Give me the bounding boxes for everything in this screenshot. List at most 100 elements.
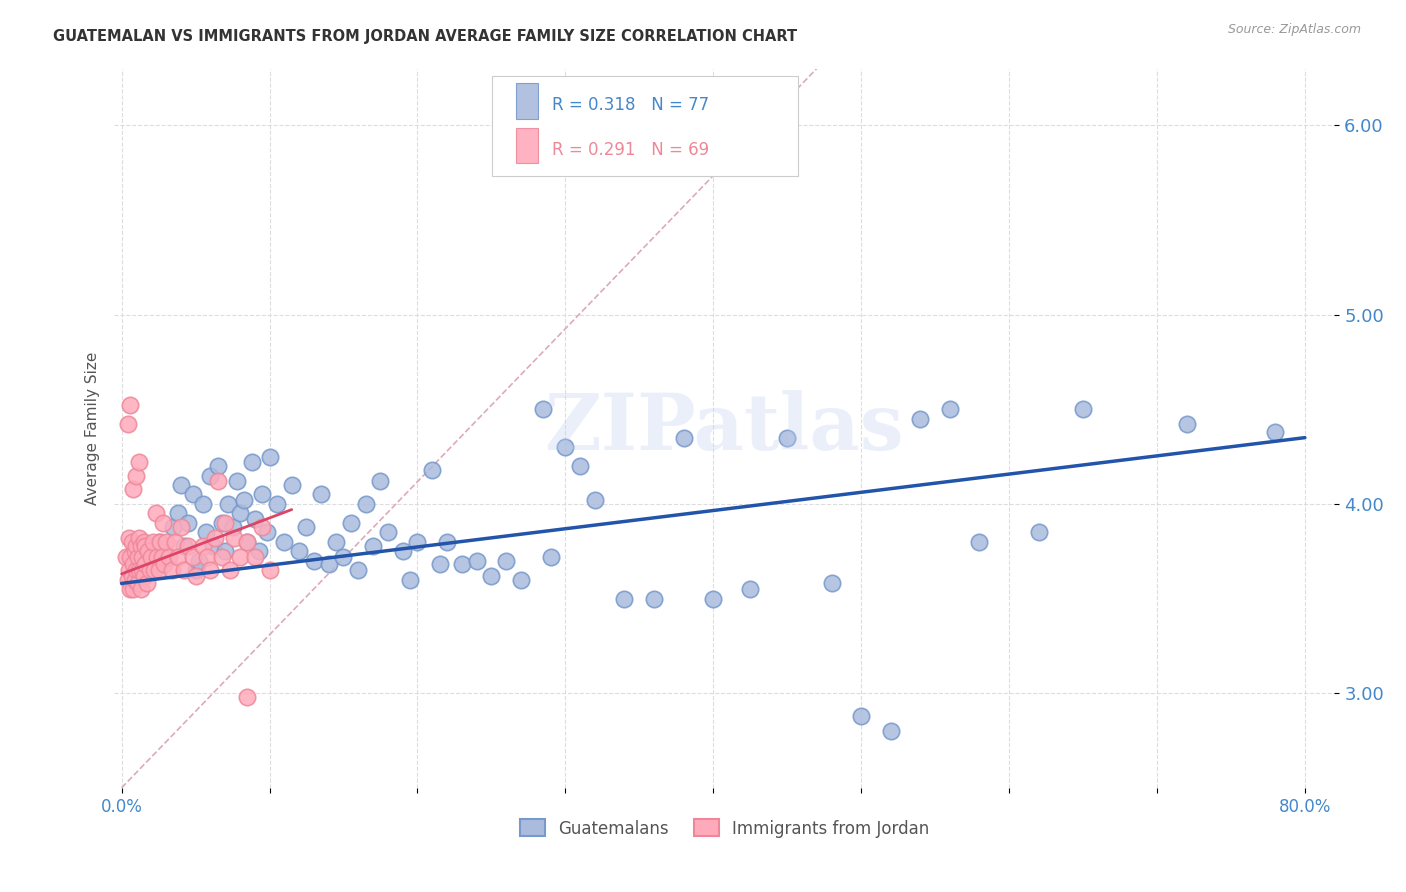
- Point: [1175, 417, 1198, 432]
- Point: [259, 450, 281, 464]
- Point: [256, 525, 278, 540]
- Y-axis label: Average Family Size: Average Family Size: [86, 351, 100, 505]
- Point: [120, 549, 142, 564]
- Point: [155, 534, 177, 549]
- Point: [325, 534, 347, 549]
- Point: [157, 549, 180, 564]
- Point: [243, 512, 266, 526]
- Point: [420, 463, 443, 477]
- Point: [148, 534, 170, 549]
- Point: [166, 507, 188, 521]
- Point: [122, 582, 145, 596]
- Point: [295, 519, 318, 533]
- Point: [259, 563, 281, 577]
- Point: [613, 591, 636, 606]
- Point: [131, 563, 153, 577]
- Point: [149, 534, 172, 549]
- Point: [173, 539, 195, 553]
- Point: [121, 534, 143, 549]
- Point: [266, 497, 288, 511]
- Point: [132, 534, 155, 549]
- Point: [184, 563, 207, 577]
- Point: [122, 482, 145, 496]
- Point: [479, 569, 502, 583]
- Point: [969, 534, 991, 549]
- Point: [181, 549, 204, 564]
- Point: [127, 576, 149, 591]
- Point: [399, 573, 422, 587]
- Point: [302, 554, 325, 568]
- Point: [406, 534, 429, 549]
- Point: [150, 549, 173, 564]
- Point: [124, 544, 146, 558]
- Point: [776, 431, 799, 445]
- Point: [166, 549, 188, 564]
- Point: [569, 458, 592, 473]
- Point: [153, 558, 176, 572]
- Point: [450, 558, 472, 572]
- Point: [233, 493, 256, 508]
- Point: [122, 558, 145, 572]
- FancyBboxPatch shape: [492, 76, 797, 177]
- Point: [236, 534, 259, 549]
- Point: [204, 531, 226, 545]
- Text: R = 0.318   N = 77: R = 0.318 N = 77: [553, 96, 710, 114]
- Point: [583, 493, 606, 508]
- Point: [163, 534, 186, 549]
- Point: [115, 549, 138, 564]
- Point: [217, 497, 239, 511]
- Point: [145, 507, 167, 521]
- Point: [128, 455, 150, 469]
- Text: GUATEMALAN VS IMMIGRANTS FROM JORDAN AVERAGE FAMILY SIZE CORRELATION CHART: GUATEMALAN VS IMMIGRANTS FROM JORDAN AVE…: [53, 29, 797, 44]
- Point: [370, 474, 392, 488]
- Point: [377, 525, 399, 540]
- Point: [221, 519, 243, 533]
- Point: [495, 554, 517, 568]
- Point: [125, 468, 148, 483]
- Point: [554, 440, 576, 454]
- Point: [146, 549, 169, 564]
- Point: [465, 554, 488, 568]
- Point: [117, 417, 139, 432]
- Point: [131, 549, 153, 564]
- Point: [240, 455, 263, 469]
- Point: [702, 591, 724, 606]
- Point: [177, 539, 200, 553]
- Point: [643, 591, 665, 606]
- Point: [148, 563, 170, 577]
- Point: [880, 724, 903, 739]
- Point: [170, 519, 193, 533]
- Point: [211, 549, 233, 564]
- Point: [194, 525, 217, 540]
- Point: [127, 549, 149, 564]
- Point: [273, 534, 295, 549]
- Point: [540, 549, 562, 564]
- Point: [136, 544, 159, 558]
- Point: [155, 549, 177, 564]
- Point: [200, 563, 222, 577]
- Point: [125, 539, 148, 553]
- Point: [118, 563, 141, 577]
- Point: [361, 539, 384, 553]
- Point: [318, 558, 340, 572]
- Point: [250, 519, 273, 533]
- Point: [436, 534, 458, 549]
- Point: [120, 582, 142, 596]
- Point: [429, 558, 451, 572]
- Point: [195, 549, 218, 564]
- Point: [1071, 402, 1094, 417]
- Point: [117, 573, 139, 587]
- Point: [510, 573, 533, 587]
- Point: [226, 474, 249, 488]
- Point: [207, 474, 229, 488]
- Point: [152, 516, 174, 530]
- Point: [1028, 525, 1050, 540]
- Point: [132, 569, 155, 583]
- Point: [672, 431, 695, 445]
- Bar: [516, 128, 537, 163]
- Point: [243, 549, 266, 564]
- Point: [214, 544, 236, 558]
- Point: [138, 563, 160, 577]
- Point: [311, 487, 333, 501]
- Point: [135, 576, 157, 591]
